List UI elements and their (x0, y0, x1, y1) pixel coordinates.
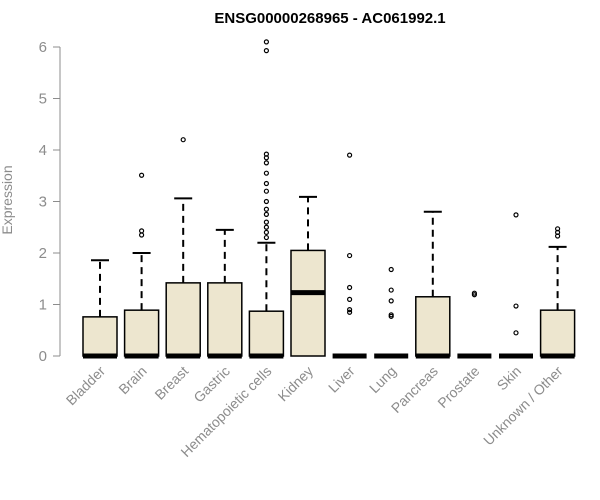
y-tick-label: 1 (39, 297, 47, 314)
outlier-point (263, 229, 269, 235)
x-tick-label: Breast (151, 363, 191, 403)
box-liver (332, 152, 367, 359)
box-hematopoietic-cells (248, 39, 285, 359)
outlier-point (347, 152, 353, 158)
y-tick-label: 0 (39, 348, 47, 365)
y-tick-label: 3 (39, 194, 47, 211)
y-tick-label: 5 (39, 91, 47, 108)
y-tick-label: 6 (39, 39, 47, 56)
outlier-point (471, 290, 477, 296)
outlier-point (263, 48, 269, 54)
outlier-point (263, 151, 269, 157)
plot-area (82, 39, 576, 359)
box-iqr (123, 309, 160, 357)
outlier-point (263, 206, 269, 212)
outlier-point (263, 211, 269, 217)
outlier-point (263, 234, 269, 241)
y-tick-label: 2 (39, 245, 47, 262)
x-tick-label: Kidney (275, 363, 317, 405)
x-tick-label: Liver (325, 363, 358, 396)
outlier-point (263, 39, 269, 45)
outlier-point (139, 232, 145, 238)
box-kidney (290, 195, 326, 357)
box-brain (123, 172, 160, 359)
outlier-point (347, 284, 353, 291)
outlier-point (263, 180, 269, 187)
outlier-point (263, 188, 269, 194)
box-lung (374, 266, 409, 359)
y-tick-label: 4 (39, 142, 47, 159)
outlier-point (513, 330, 519, 336)
x-tick-label: Lung (366, 363, 399, 396)
box-iqr (290, 249, 326, 357)
y-axis-label: Expression (0, 165, 15, 234)
outlier-point (180, 137, 186, 143)
outlier-point (388, 287, 394, 293)
x-tick-label: Bladder (63, 363, 109, 409)
box-iqr (165, 282, 201, 357)
outlier-point (263, 170, 269, 176)
y-axis: 0 1 2 3 4 5 6 (39, 39, 61, 365)
outlier-point (263, 160, 269, 166)
x-tick-label: Brain (115, 363, 149, 397)
chart-title: ENSG00000268965 - AC061992.1 (214, 10, 445, 27)
box-iqr (82, 316, 118, 357)
outlier-point (347, 252, 353, 259)
box-iqr (415, 296, 451, 357)
outlier-point (263, 219, 269, 225)
outlier-point (347, 307, 353, 313)
box-skin (499, 212, 533, 359)
box-pancreas (415, 210, 451, 359)
outlier-point (347, 309, 353, 315)
x-tick-label: Skin (494, 363, 525, 394)
outlier-point (139, 228, 145, 234)
outlier-point (263, 224, 269, 230)
outlier-point (554, 226, 561, 232)
box-unknown-other (539, 226, 576, 359)
outlier-point (347, 296, 353, 302)
box-gastric (207, 228, 243, 359)
box-breast (165, 137, 201, 359)
outlier-point (513, 212, 519, 218)
x-tick-label: Prostate (434, 363, 482, 411)
box-prostate (457, 290, 492, 359)
box-bladder (82, 259, 118, 359)
box-iqr (248, 310, 285, 357)
outlier-point (388, 266, 394, 273)
outlier-point (263, 198, 269, 205)
outlier-point (139, 172, 145, 178)
x-tick-label: Unknown / Other (480, 363, 566, 449)
outlier-point (388, 312, 394, 318)
box-iqr (539, 309, 576, 357)
box-iqr (207, 282, 243, 357)
outlier-point (388, 298, 394, 304)
outlier-point (513, 303, 519, 309)
